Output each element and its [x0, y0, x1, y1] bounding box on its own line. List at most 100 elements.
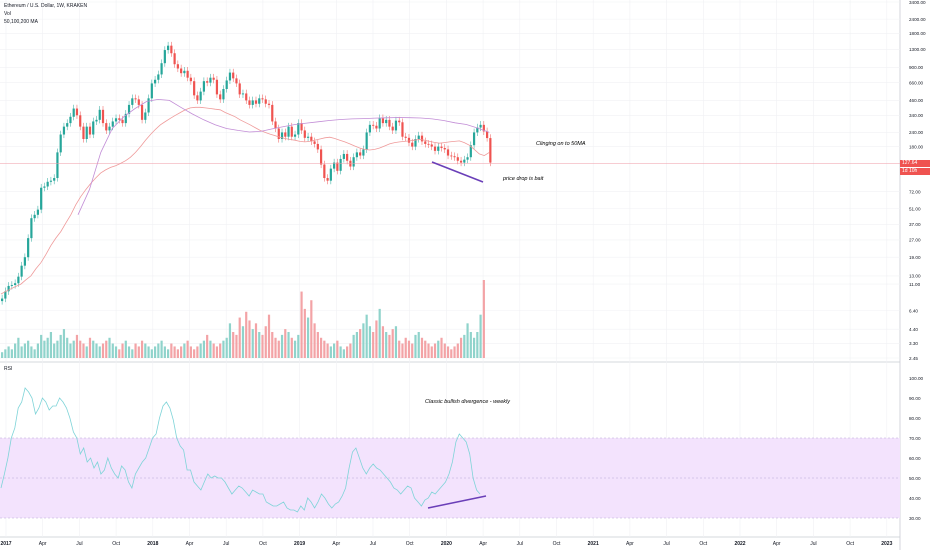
price-tick-label: 660.00 — [909, 80, 923, 85]
volume-bar — [180, 346, 183, 358]
candle-body — [238, 83, 241, 95]
candle-body — [261, 98, 264, 100]
candle-body — [183, 70, 186, 74]
candle-body — [36, 209, 40, 215]
candle-body — [95, 119, 98, 122]
volume-bar — [147, 346, 150, 358]
x-tick-label: Jul — [76, 541, 82, 547]
candle-body — [134, 98, 137, 100]
candle-body — [378, 118, 381, 129]
candle-body — [381, 118, 385, 124]
volume-bar — [472, 337, 476, 358]
x-tick-label: Jul — [663, 541, 669, 547]
candle-body — [56, 152, 59, 179]
x-tick-label: Jul — [223, 541, 229, 547]
volume-bar — [53, 343, 56, 358]
legend-symbol[interactable]: Ethereum / U.S. Dollar, 1W, KRAKEN — [4, 3, 88, 9]
candle-body — [407, 137, 411, 143]
candle-body — [14, 283, 17, 286]
candle-body — [446, 149, 450, 156]
volume-bar — [36, 343, 40, 358]
price-tick-label: 3.30 — [909, 341, 918, 346]
volume-bar — [82, 343, 85, 358]
candle-body — [372, 124, 375, 126]
candle-body — [306, 136, 310, 138]
volume-bar — [88, 337, 92, 358]
volume-bar — [440, 337, 443, 358]
annotation-price[interactable]: price drop is bait — [503, 176, 544, 182]
candle-body — [88, 126, 92, 135]
volume-bar — [284, 329, 287, 358]
candle-body — [72, 108, 75, 117]
volume-bar — [59, 334, 62, 358]
volume-bar — [271, 332, 274, 358]
price-tick-label: 900.00 — [909, 65, 923, 70]
candle-body — [336, 162, 339, 171]
candle-body — [219, 94, 222, 100]
volume-bar — [124, 340, 127, 358]
ma-50-line — [0, 106, 490, 295]
candle-body — [98, 109, 101, 120]
volume-bar — [433, 343, 437, 358]
volume-bar — [101, 343, 105, 358]
volume-bar — [293, 340, 297, 358]
x-tick-label: Apr — [626, 541, 634, 547]
candle-body — [359, 152, 362, 156]
x-tick-label: 2020 — [441, 541, 452, 547]
volume-bar — [417, 332, 420, 358]
volume-bar — [261, 334, 264, 358]
candle-body — [414, 138, 417, 147]
volume-bar — [446, 346, 450, 358]
candle-body — [440, 146, 443, 148]
candle-body — [202, 81, 206, 92]
candle-body — [251, 100, 254, 105]
candle-body — [280, 132, 284, 139]
rsi-pane-label[interactable]: RSI — [4, 366, 13, 372]
volume-bar — [196, 346, 199, 358]
volume-bar — [381, 326, 385, 358]
volume-bar — [14, 343, 17, 358]
candle-body — [326, 178, 329, 181]
candle-body — [297, 123, 300, 135]
volume-bar — [27, 340, 30, 358]
volume-bar — [46, 337, 49, 358]
x-tick-label: Jul — [517, 541, 523, 547]
candle-body — [319, 149, 323, 165]
volume-bar — [414, 334, 417, 358]
volume-bar — [251, 329, 254, 358]
volume-bar — [359, 329, 362, 358]
price-trendline — [431, 161, 484, 183]
annotation-ma[interactable]: Clinging on to 50MA — [536, 141, 586, 147]
volume-bar — [235, 334, 238, 358]
candle-body — [437, 146, 440, 151]
volume-bar — [111, 343, 114, 358]
price-tick-label: 37.00 — [909, 222, 921, 227]
volume-bar — [176, 349, 179, 358]
candle-body — [264, 99, 267, 104]
volume-bar — [306, 317, 310, 358]
candle-body — [232, 72, 235, 79]
volume-bar — [443, 343, 446, 358]
rsi-tick-label: 60.00 — [909, 456, 921, 461]
volume-bar — [346, 346, 349, 358]
volume-bar — [310, 300, 313, 358]
volume-bar — [290, 337, 293, 358]
candle-body — [196, 95, 199, 101]
volume-bar — [163, 346, 166, 358]
volume-bar — [40, 334, 43, 358]
volume-bar — [43, 340, 46, 358]
legend-vol[interactable]: Vol — [4, 11, 11, 17]
candle-body — [20, 265, 23, 277]
volume-bar — [430, 346, 433, 358]
candle-body — [111, 121, 114, 127]
price-tick-label: 1300.00 — [909, 47, 926, 52]
legend-ma[interactable]: 50,100,200 MA — [4, 19, 38, 25]
volume-bar — [150, 349, 153, 358]
annotation-rsi[interactable]: Classic bullish divergence - weekly — [425, 399, 510, 405]
candle-body — [228, 72, 232, 81]
volume-bar — [49, 332, 53, 358]
volume-bar — [199, 343, 202, 358]
volume-bar — [407, 340, 411, 358]
candle-body — [153, 79, 157, 84]
